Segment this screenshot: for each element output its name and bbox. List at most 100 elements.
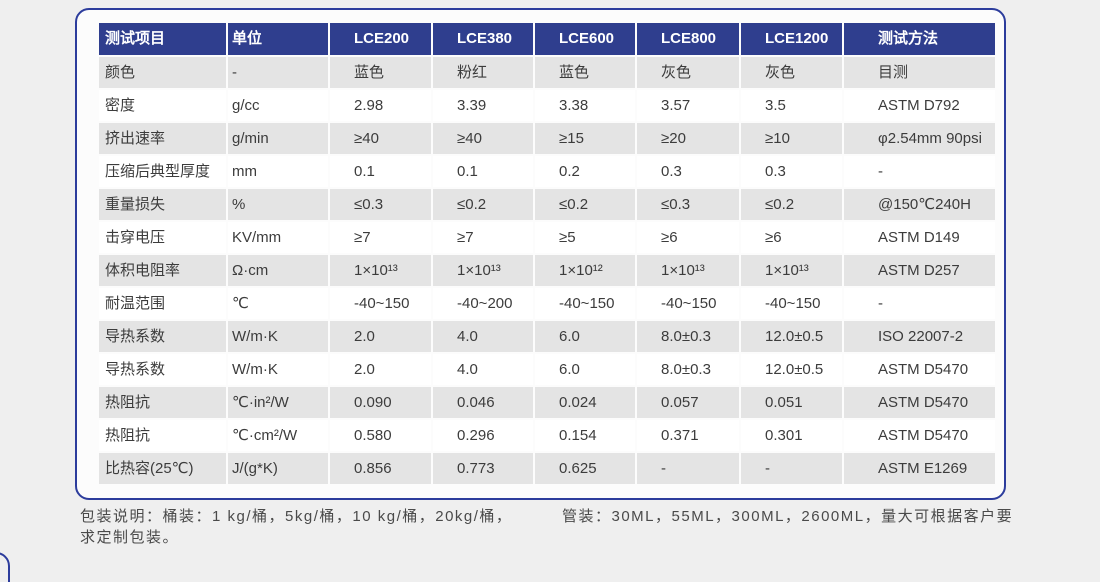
table-row: 热阻抗 ℃·cm²/W 0.580 0.296 0.154 0.371 0.301 ASTM … [99,420,995,451]
cell-lce1200: 3.5 [741,90,842,121]
spec-table-body: 颜色 - 蓝色 粉红 蓝色 灰色 灰色 目测 密度 g/cc 2.98 3.39 3.38 3.57 3.5… [99,57,995,484]
cell-lce800: - [637,453,739,484]
column-header-lce200: LCE200 [330,23,431,55]
cell-test-method: ASTM D149 [844,222,995,253]
table-row: 压缩后典型厚度 mm 0.1 0.1 0.2 0.3 0.3- [99,156,995,187]
cell-lce600: 6.0 [535,321,635,352]
cell-lce800: ≤0.3 [637,189,739,220]
cell-lce200: 0.580 [330,420,431,451]
cell-lce380: 4.0 [433,354,533,385]
cell-test-method: @150℃240H [844,189,995,220]
cell-unit: ℃ [228,288,328,319]
cell-lce380: ≤0.2 [433,189,533,220]
cell-lce200: ≥7 [330,222,431,253]
cell-lce380: -40~200 [433,288,533,319]
cell-test-item: 密度 [99,90,226,121]
cell-lce200: ≤0.3 [330,189,431,220]
cell-test-method: 目测 [844,57,995,88]
cell-unit: ℃·in²/W [228,387,328,418]
cell-lce800: -40~150 [637,288,739,319]
cell-lce200: 2.0 [330,321,431,352]
cell-lce1200: ≤0.2 [741,189,842,220]
cell-lce600: 0.2 [535,156,635,187]
corner-accent-shape [0,552,10,582]
cell-lce380: 0.1 [433,156,533,187]
cell-lce600: ≥15 [535,123,635,154]
cell-test-item: 重量损失 [99,189,226,220]
cell-lce200: 蓝色 [330,57,431,88]
cell-lce200: 2.0 [330,354,431,385]
header-row: 测试项目 单位 LCE200 LCE380 LCE600 LCE800 LCE1200 测试方… [99,23,995,55]
cell-unit: J/(g*K) [228,453,328,484]
cell-lce1200: 灰色 [741,57,842,88]
cell-test-item: 导热系数 [99,354,226,385]
cell-lce600: 3.38 [535,90,635,121]
cell-lce1200: -40~150 [741,288,842,319]
cell-lce1200: ≥10 [741,123,842,154]
cell-lce600: ≥5 [535,222,635,253]
cell-lce380: 0.296 [433,420,533,451]
cell-test-item: 体积电阻率 [99,255,226,286]
cell-test-item: 击穿电压 [99,222,226,253]
cell-test-item: 压缩后典型厚度 [99,156,226,187]
packaging-note: 包装说明：桶装：1 kg/桶，5kg/桶，10 kg/桶，20kg/桶， 管装：… [80,506,1020,548]
column-header-lce600: LCE600 [535,23,635,55]
cell-test-item: 颜色 [99,57,226,88]
cell-lce1200: - [741,453,842,484]
column-header-lce380: LCE380 [433,23,533,55]
cell-lce600: 0.024 [535,387,635,418]
cell-lce1200: 12.0±0.5 [741,321,842,352]
table-row: 导热系数 W/m·K 2.0 4.0 6.0 8.0±0.3 12.0±0.5 ISO 220… [99,321,995,352]
cell-lce800: ≥6 [637,222,739,253]
cell-test-item: 比热容(25℃) [99,453,226,484]
cell-unit: KV/mm [228,222,328,253]
cell-test-item: 热阻抗 [99,420,226,451]
table-row: 热阻抗 ℃·in²/W 0.090 0.046 0.024 0.057 0.051 ASTM … [99,387,995,418]
cell-test-item: 热阻抗 [99,387,226,418]
cell-test-method: ASTM D257 [844,255,995,286]
cell-test-method: ASTM D5470 [844,387,995,418]
cell-lce1200: 12.0±0.5 [741,354,842,385]
cell-lce600: ≤0.2 [535,189,635,220]
table-row: 导热系数 W/m·K 2.0 4.0 6.0 8.0±0.3 12.0±0.5 ASTM D5… [99,354,995,385]
cell-lce200: -40~150 [330,288,431,319]
cell-lce800: 1×10¹³ [637,255,739,286]
spec-table: 测试项目 单位 LCE200 LCE380 LCE600 LCE800 LCE1200 测试方… [97,21,997,486]
cell-lce800: 8.0±0.3 [637,354,739,385]
cell-lce380: ≥7 [433,222,533,253]
cell-test-method: - [844,288,995,319]
cell-lce380: 4.0 [433,321,533,352]
cell-lce380: ≥40 [433,123,533,154]
column-header-test-item: 测试项目 [99,23,226,55]
cell-unit: g/min [228,123,328,154]
table-row: 耐温范围 ℃ -40~150 -40~200 -40~150 -40~150 -40~150… [99,288,995,319]
cell-lce800: 3.57 [637,90,739,121]
cell-lce1200: ≥6 [741,222,842,253]
column-header-test-method: 测试方法 [844,23,995,55]
table-row: 击穿电压 KV/mm ≥7 ≥7 ≥5 ≥6 ≥6 ASTM D149 [99,222,995,253]
cell-unit: ℃·cm²/W [228,420,328,451]
cell-unit: g/cc [228,90,328,121]
cell-lce1200: 0.3 [741,156,842,187]
cell-lce380: 0.046 [433,387,533,418]
cell-test-method: ASTM D792 [844,90,995,121]
packaging-note-line2: 求定制包装。 [80,529,180,546]
packaging-note-line1: 包装说明：桶装：1 kg/桶，5kg/桶，10 kg/桶，20kg/桶， 管装：… [80,506,1020,527]
cell-lce200: ≥40 [330,123,431,154]
cell-unit: Ω·cm [228,255,328,286]
cell-lce200: 0.090 [330,387,431,418]
packaging-note-tube: 管装：30ML，55ML，300ML，2600ML，量大可根据客户要 [562,508,1014,525]
cell-lce600: -40~150 [535,288,635,319]
cell-test-method: ASTM E1269 [844,453,995,484]
column-header-unit: 单位 [228,23,328,55]
cell-test-item: 导热系数 [99,321,226,352]
cell-lce380: 1×10¹³ [433,255,533,286]
cell-unit: W/m·K [228,321,328,352]
cell-unit: W/m·K [228,354,328,385]
column-header-lce1200: LCE1200 [741,23,842,55]
cell-test-item: 挤出速率 [99,123,226,154]
cell-lce200: 0.1 [330,156,431,187]
table-row: 挤出速率 g/min ≥40 ≥40 ≥15 ≥20 ≥10 φ2.54mm 90psi [99,123,995,154]
cell-lce380: 粉红 [433,57,533,88]
